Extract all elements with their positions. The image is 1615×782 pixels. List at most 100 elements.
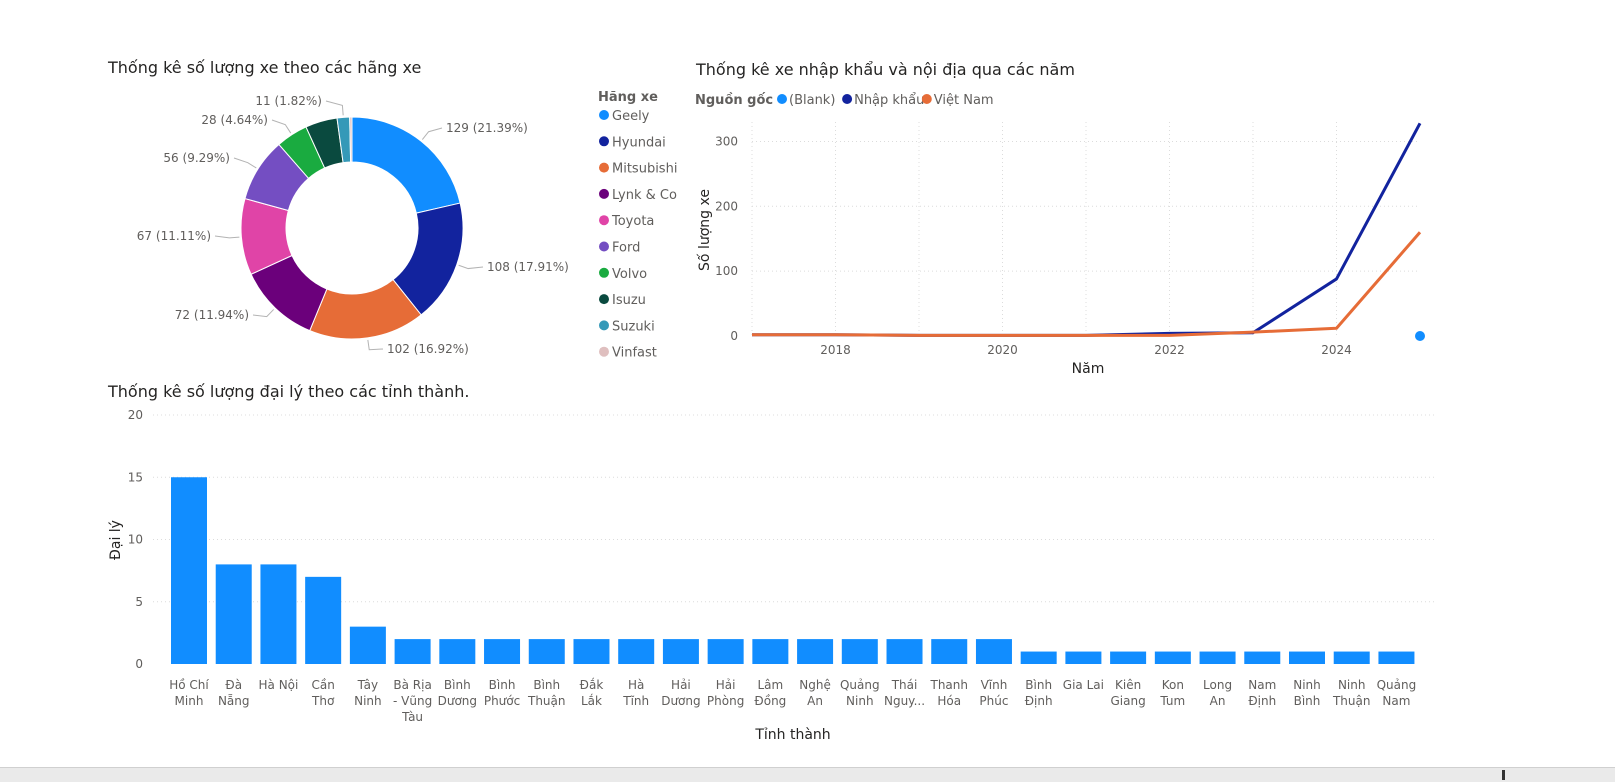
bar-26 <box>1289 651 1325 664</box>
bar-chart[interactable]: 0 5 10 15 20 Hồ Chí Minh Đà Nẵng Hà Nội Cần Thơ Tây N… <box>90 400 1590 780</box>
line-legend-marker <box>777 94 787 104</box>
legend-item-label: Lynk & Co <box>612 188 677 203</box>
line-ytick-label: 200 <box>715 199 738 213</box>
bar-12 <box>662 639 699 664</box>
line-xtick-label: 2024 <box>1321 343 1352 357</box>
bar-27 <box>1333 651 1370 664</box>
legend-marker <box>599 215 609 226</box>
donut-data-label: 108 (17.91%) <box>487 260 569 274</box>
bar-3 <box>260 564 297 664</box>
bar-xtick-label: Phúc <box>979 694 1008 708</box>
bar-xtick-label: - Vũng <box>393 694 432 708</box>
bar-xtick-label: Bình <box>1025 678 1052 692</box>
line-ytick-label: 0 <box>730 329 738 343</box>
line-xtick-label: 2020 <box>987 343 1018 357</box>
bar-xtick-label: Đồng <box>754 694 786 708</box>
bar-xtick-label: Hà <box>628 678 644 692</box>
bar-xtick-label: Nguy... <box>884 694 925 708</box>
donut-leader-line <box>458 264 484 270</box>
legend-marker <box>599 162 609 173</box>
line-chart-title: Thống kê xe nhập khẩu và nội địa qua các… <box>696 60 1075 79</box>
bar-xtick-label: Nẵng <box>218 694 250 708</box>
bar-xtick-label: Giang <box>1111 694 1146 708</box>
line-x-axis-title: Năm <box>1072 361 1105 377</box>
bar-xtick-label: Nghệ <box>799 678 831 692</box>
bar-xtick-label: Vĩnh <box>981 678 1008 692</box>
bar-xtick-label: Long <box>1203 678 1232 692</box>
bar-ytick-label: 5 <box>135 595 143 609</box>
bar-2 <box>215 564 252 664</box>
donut-data-label: 11 (1.82%) <box>255 94 322 108</box>
line-point-blank <box>1415 331 1425 341</box>
legend-item-label: Toyota <box>611 214 654 229</box>
bar-xtick-label: Gia Lai <box>1063 678 1104 692</box>
line-series-2 <box>752 122 1422 337</box>
bar-xtick-label: Thanh <box>929 678 968 692</box>
bar-xtick-label: An <box>807 694 823 708</box>
bottom-scrollbar[interactable] <box>0 767 1615 782</box>
donut-data-label: 28 (4.64%) <box>201 113 268 127</box>
donut-chart[interactable]: 129 (21.39%) 108 (17.91%) 102 (16.92%) 72 (… <box>0 80 700 410</box>
bar-xtick-label: Cần <box>311 678 334 692</box>
bar-10 <box>573 639 610 664</box>
legend-marker <box>599 110 609 120</box>
bar-y-axis-title: Đại lý <box>108 520 124 560</box>
bar-xtick-label: Thơ <box>311 694 335 708</box>
bar-xtick-label: Bình <box>444 678 471 692</box>
bar-xtick-label: Ninh <box>1338 678 1366 692</box>
donut-leader-line <box>252 309 275 318</box>
bar-xtick-label: Ninh <box>354 694 382 708</box>
bar-xtick-label: Thái <box>891 678 918 692</box>
line-legend-marker <box>842 94 853 104</box>
line-xtick-label: 2022 <box>1154 343 1185 357</box>
bar-28 <box>1378 651 1415 664</box>
legend-item-label: Volvo <box>612 267 647 282</box>
bar-xtick-label: Hải <box>716 678 736 692</box>
bar-24 <box>1199 651 1236 664</box>
bar-xtick-label: Ninh <box>846 694 874 708</box>
legend-marker <box>599 188 609 199</box>
bar-4 <box>305 576 342 664</box>
line-legend-title: Nguồn gốc <box>695 93 773 108</box>
bar-ytick-label: 20 <box>128 408 143 422</box>
donut-leader-line <box>214 235 240 239</box>
legend-marker <box>599 267 609 278</box>
bar-xtick-label: Kiên <box>1115 678 1141 692</box>
line-series-3 <box>752 231 1422 337</box>
bar-xtick-label: An <box>1210 694 1226 708</box>
donut-slice-1 <box>351 116 461 214</box>
legend-marker <box>599 136 609 147</box>
scroll-marker <box>1502 770 1505 780</box>
bar-1 <box>171 477 207 664</box>
line-ytick-label: 300 <box>715 134 738 148</box>
bar-xtick-label: Tây <box>357 678 378 692</box>
line-ytick-label: 100 <box>715 264 738 278</box>
bar-xtick-label: Ninh <box>1293 678 1321 692</box>
bar-xtick-label: Nam <box>1248 678 1276 692</box>
legend-item-label: Ford <box>612 241 640 256</box>
bar-ytick-label: 10 <box>128 533 143 547</box>
line-y-axis-title: Số lượng xe <box>696 189 713 271</box>
bar-13 <box>707 639 744 664</box>
bar-xtick-label: Tum <box>1159 694 1185 708</box>
donut-leader-line <box>367 339 384 351</box>
bar-19 <box>975 639 1012 664</box>
bar-x-axis-title: Tỉnh thành <box>754 727 830 743</box>
donut-leader-line <box>325 100 344 116</box>
bar-17 <box>886 639 923 664</box>
donut-data-label: 72 (11.94%) <box>175 308 249 322</box>
bar-xtick-label: Phòng <box>707 694 744 708</box>
bar-xtick-label: Kon <box>1162 678 1184 692</box>
bar-5 <box>349 626 386 664</box>
line-chart[interactable]: Nguồn gốc (Blank) Nhập khẩu Việt Nam 0 100 200… <box>690 80 1490 380</box>
line-legend-marker <box>921 94 932 104</box>
bar-xtick-label: Dương <box>438 694 477 708</box>
donut-data-label: 67 (11.11%) <box>137 229 211 243</box>
bar-xtick-label: Minh <box>175 694 204 708</box>
line-legend-label: Việt Nam <box>934 93 994 108</box>
bar-14 <box>752 639 789 664</box>
bar-6 <box>394 639 431 664</box>
bar-xtick-label: Nam <box>1382 694 1410 708</box>
legend-item-label: Isuzu <box>612 293 646 308</box>
bar-xtick-label: Bà Rịa <box>393 678 431 692</box>
